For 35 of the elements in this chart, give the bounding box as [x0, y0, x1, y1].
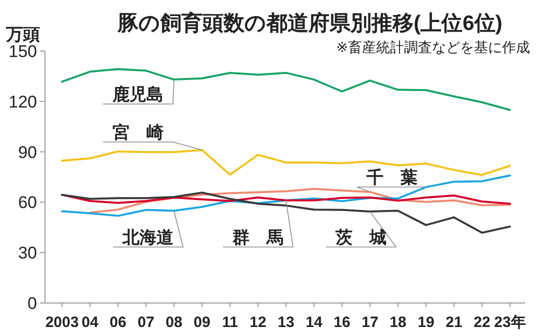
x-tick-label: 06: [110, 314, 126, 331]
series-label: 茨 城: [334, 228, 386, 247]
x-tick-label: 11: [222, 314, 238, 331]
x-tick-label: 22: [474, 314, 490, 331]
x-tick-label: 07: [138, 314, 154, 331]
x-tick-label: 09: [194, 314, 210, 331]
series-label: 千 葉: [366, 168, 418, 187]
x-tick-label: 2003: [45, 314, 79, 331]
x-tick-label: 23年: [494, 314, 526, 331]
x-tick-label: 18: [390, 314, 406, 331]
y-tick-label: 60: [18, 193, 37, 212]
x-tick-label: 16: [334, 314, 350, 331]
x-tick-label: 08: [166, 314, 182, 331]
chart-title: 豚の飼育頭数の都道府県別推移(上位6位): [116, 11, 502, 35]
y-tick-label: 0: [28, 294, 37, 313]
y-tick-label: 30: [18, 244, 37, 263]
line-series: [89, 188, 511, 214]
line-series: [61, 194, 511, 205]
series-label: 北海道: [122, 228, 174, 247]
x-tick-label: 04: [82, 314, 99, 331]
series-label: 群 馬: [232, 228, 284, 247]
series-label: 鹿児島: [112, 85, 164, 104]
x-tick-label: 12: [250, 314, 266, 331]
x-tick-label: 13: [278, 314, 294, 331]
x-tick-label: 14: [306, 314, 323, 331]
y-tick-label: 90: [18, 142, 37, 162]
chart-subtitle: ※畜産統計調査などを基に作成: [336, 39, 530, 55]
x-tick-label: 17: [362, 314, 378, 331]
y-tick-label: 150: [8, 42, 37, 61]
y-tick-label: 120: [8, 92, 37, 112]
x-tick-label: 21: [446, 314, 462, 331]
x-tick-label: 19: [418, 314, 434, 331]
y-axis-title: 万頭: [5, 25, 40, 44]
series-label: 宮 崎: [112, 123, 164, 142]
line-series: [61, 68, 511, 111]
